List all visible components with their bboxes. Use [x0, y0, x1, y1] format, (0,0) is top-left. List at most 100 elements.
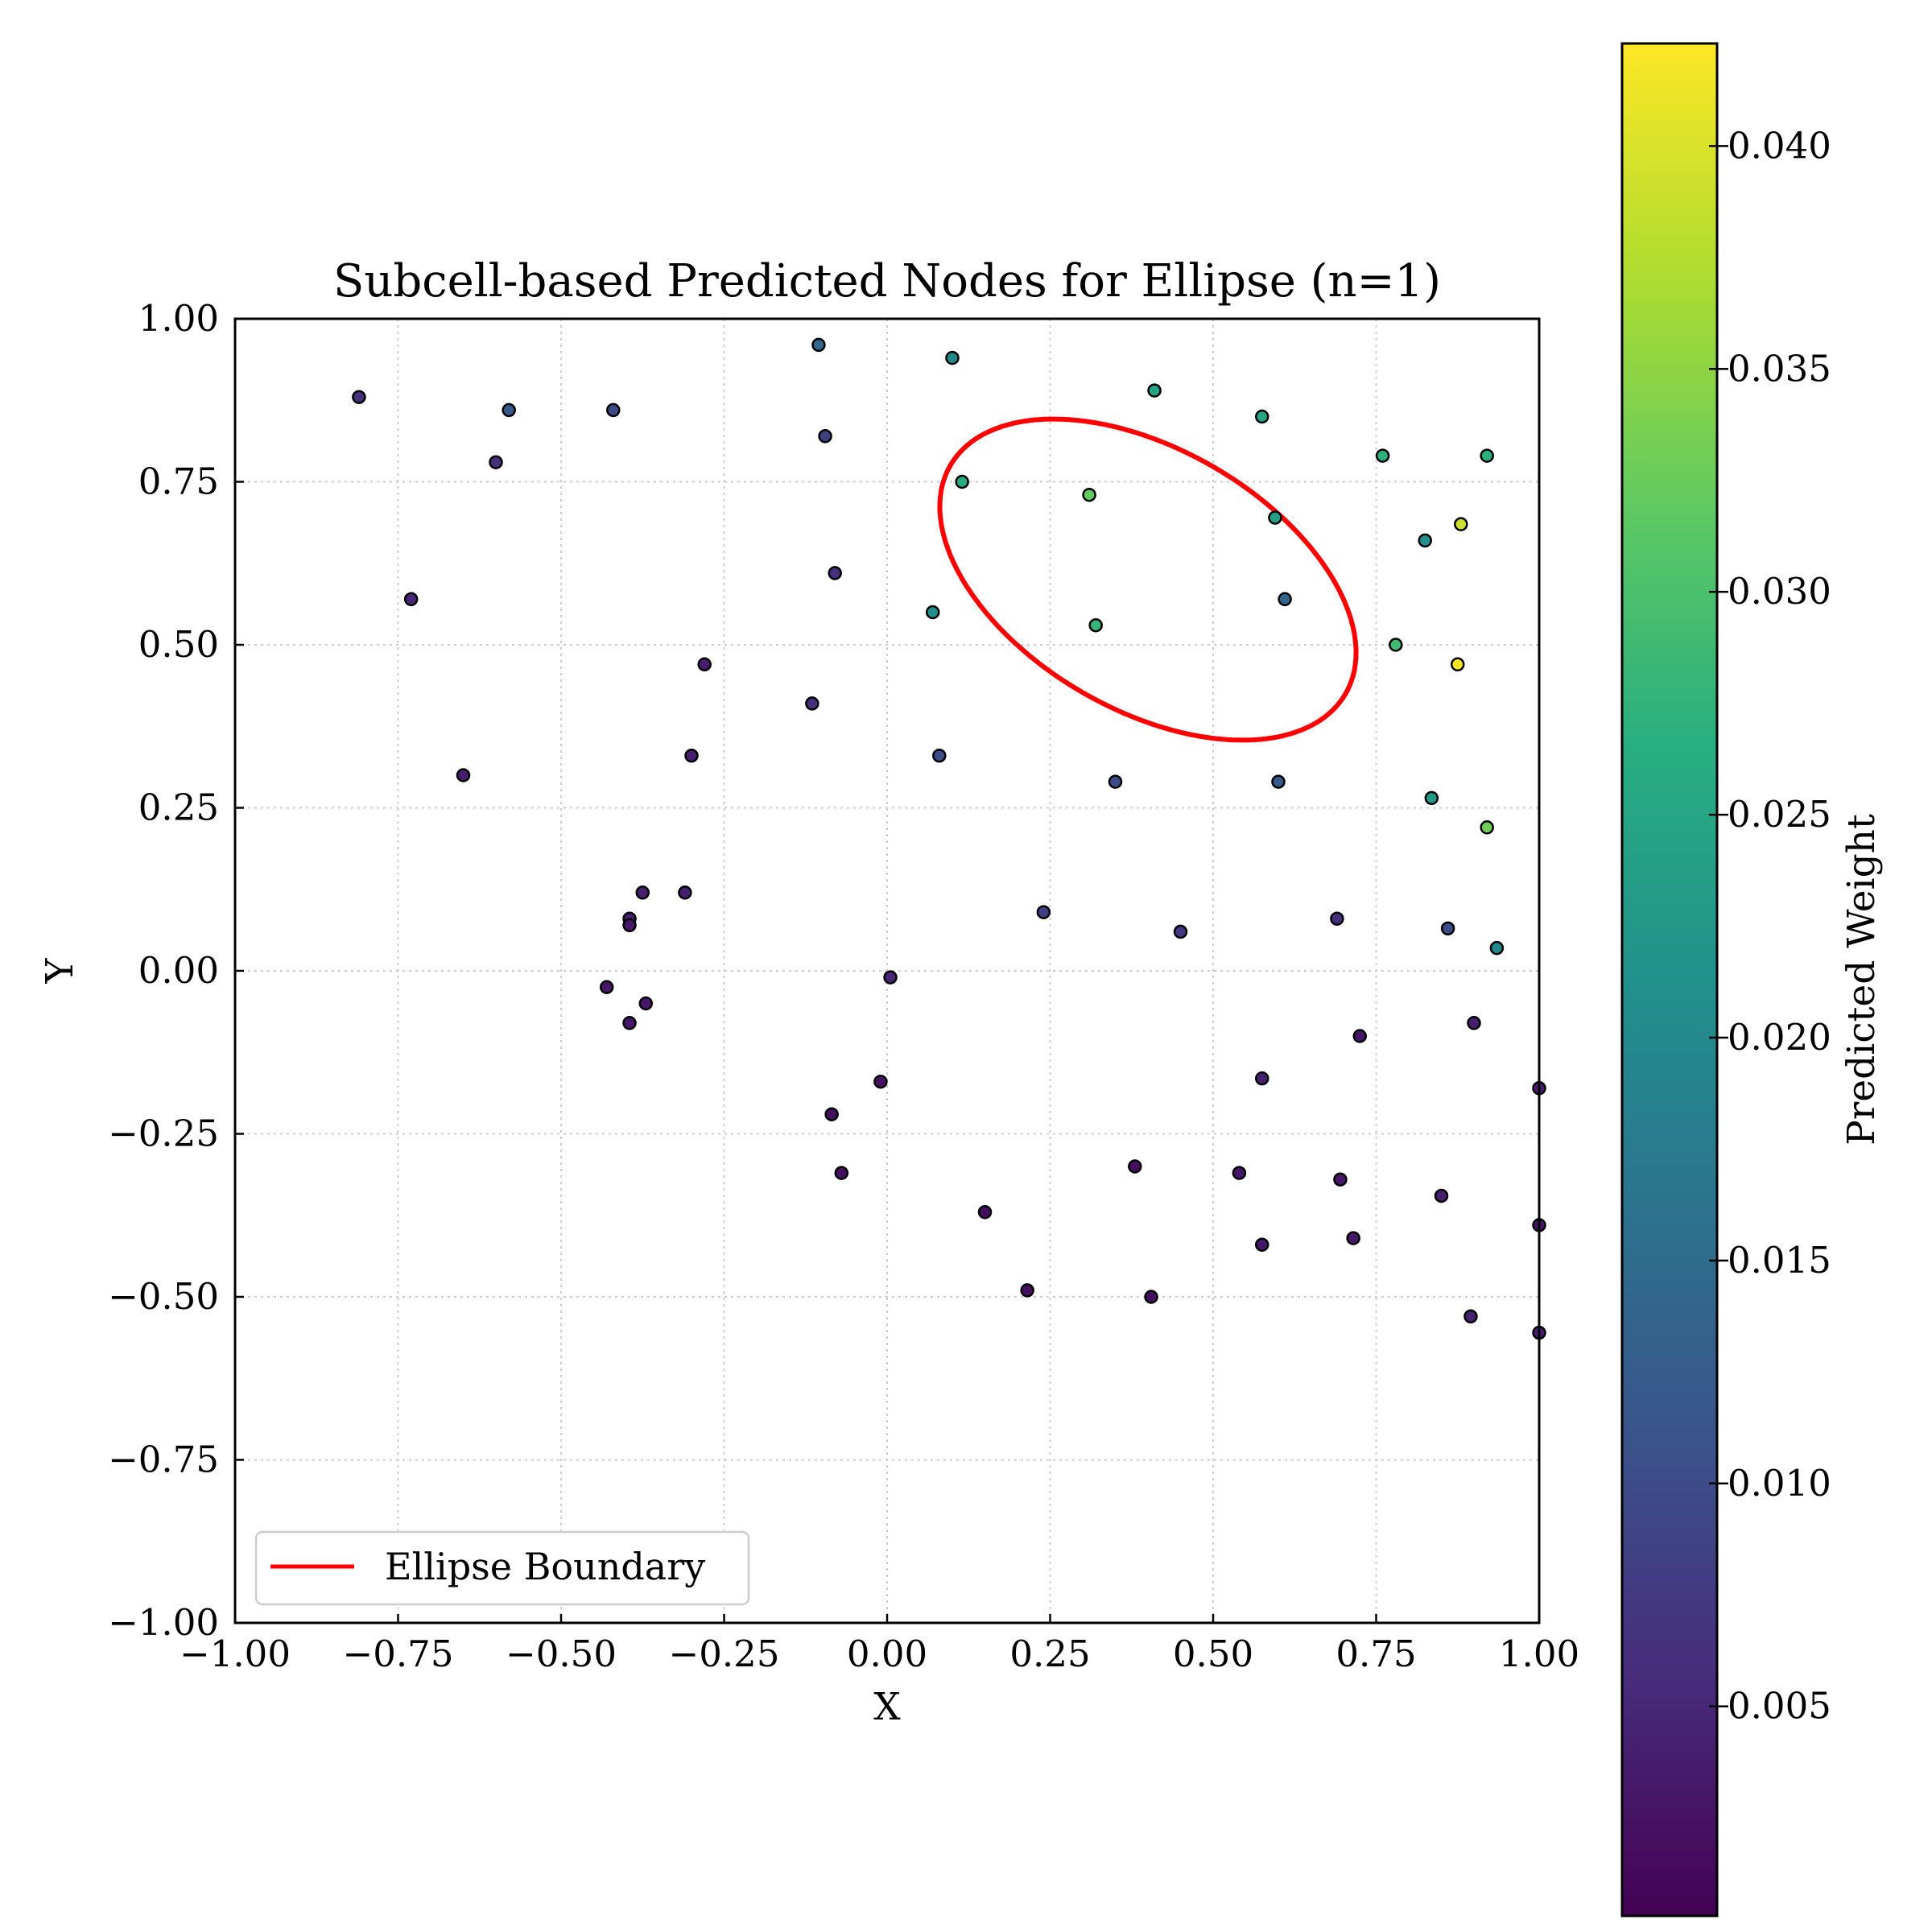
scatter-point	[925, 605, 940, 620]
scatter-point	[1418, 533, 1432, 548]
scatter-point	[678, 886, 692, 900]
scatter-point	[834, 1166, 849, 1180]
scatter-point	[883, 970, 898, 985]
colorbar-ticks: 0.005 0.010 0.015 0.020 0.025 0.030 0.035 0.040	[1709, 124, 1831, 1728]
chart-title: Subcell-based Predicted Nodes for Ellips…	[333, 255, 1441, 308]
scatter-point	[622, 1016, 637, 1030]
scatter-point	[1173, 924, 1188, 939]
colorbar-label: Predicted Weight	[1839, 814, 1884, 1146]
x-tick-label: −0.25	[669, 1633, 780, 1675]
x-tick-label: 1.00	[1499, 1633, 1579, 1675]
scatter-point	[352, 390, 366, 404]
scatter-point	[502, 402, 516, 418]
x-tick-label: 0.50	[1173, 1633, 1253, 1675]
y-tick-label: −1.00	[108, 1601, 219, 1644]
y-tick-label: 0.50	[138, 623, 219, 666]
scatter-point	[1434, 1188, 1449, 1203]
colorbar-gradient	[1620, 42, 1719, 1918]
scatter-point	[1440, 921, 1455, 936]
scatter-point	[1454, 517, 1468, 531]
x-tick-label: 0.25	[1009, 1633, 1090, 1675]
scatter-point	[805, 696, 819, 711]
scatter-point	[635, 886, 650, 900]
data-points	[352, 337, 1546, 1340]
scatter-point	[1255, 1237, 1269, 1252]
scatter-point	[622, 918, 637, 933]
scatter-point	[1088, 617, 1103, 633]
scatter-point	[873, 1074, 888, 1089]
scatter-point	[1352, 1029, 1367, 1043]
x-tick-label: −1.00	[180, 1633, 291, 1675]
scatter-point	[456, 768, 471, 782]
scatter-point	[1346, 1231, 1360, 1245]
scatter-point	[828, 566, 842, 580]
legend: Ellipse Boundary	[254, 1530, 750, 1606]
scatter-point	[1489, 940, 1505, 956]
scatter-point	[1036, 905, 1051, 919]
x-tick-label: 0.00	[847, 1633, 927, 1675]
y-tick-label: −0.75	[108, 1439, 219, 1481]
colorbar-tick-label: 0.010	[1728, 1462, 1831, 1505]
colorbar-tick-label: 0.025	[1728, 793, 1831, 836]
y-tick-label: −0.50	[108, 1275, 219, 1318]
scatter-point	[1128, 1159, 1142, 1174]
scatter-point	[1389, 638, 1403, 652]
scatter-point	[1255, 409, 1269, 424]
scatter-point	[1467, 1016, 1481, 1030]
scatter-point	[977, 1204, 993, 1220]
x-tick-label: 0.75	[1335, 1633, 1416, 1675]
scatter-point	[1144, 1290, 1158, 1304]
scatter-point	[818, 429, 832, 444]
y-axis-label: Y	[38, 958, 82, 985]
scatter-point	[1147, 383, 1162, 398]
ellipse-layer	[937, 416, 1359, 743]
y-axis-ticks: −1.00 −0.75 −0.50 −0.25 0.00 0.25 0.50 0.75 1.00	[108, 297, 244, 1644]
scatter-point	[1333, 1172, 1348, 1187]
scatter-point	[606, 402, 621, 418]
colorbar-tick-label: 0.035	[1728, 347, 1831, 390]
x-tick-label: −0.75	[343, 1633, 454, 1675]
scatter-point	[1330, 911, 1344, 926]
scatter-point	[1255, 1071, 1269, 1086]
colorbar-tick-label: 0.040	[1728, 124, 1831, 167]
y-tick-label: −0.25	[108, 1113, 219, 1155]
scatter-point	[811, 337, 826, 353]
scatter-point	[824, 1107, 839, 1121]
colorbar-tick-label: 0.030	[1728, 570, 1831, 613]
scatter-point	[1375, 448, 1390, 463]
scatter-point	[1082, 487, 1096, 502]
y-tick-label: 1.00	[138, 297, 219, 340]
scatter-point	[403, 592, 419, 607]
x-axis-ticks: −1.00 −0.75 −0.50 −0.25 0.00 0.25 0.50 0.75 1.00	[180, 1614, 1579, 1675]
scatter-point	[1424, 791, 1439, 806]
scatter-point	[489, 455, 503, 469]
scatter-point	[1020, 1283, 1034, 1298]
x-tick-label: −0.50	[506, 1633, 617, 1675]
scatter-point	[638, 996, 654, 1011]
scatter-point	[932, 748, 947, 763]
colorbar-tick-label: 0.015	[1728, 1239, 1831, 1282]
scatter-point	[697, 657, 712, 672]
y-tick-label: 0.75	[138, 460, 219, 503]
colorbar: 0.005 0.010 0.015 0.020 0.025 0.030 0.035 0.040…	[1620, 42, 1884, 1918]
x-axis-label: X	[873, 1685, 901, 1729]
scatter-point	[1463, 1309, 1478, 1324]
colorbar-tick-label: 0.020	[1728, 1016, 1831, 1059]
y-tick-label: 0.00	[138, 949, 219, 992]
scatter-point	[1268, 510, 1282, 525]
colorbar-tick-label: 0.005	[1728, 1685, 1831, 1728]
scatter-point	[945, 350, 960, 365]
scatter-point	[1271, 774, 1286, 789]
scatter-point	[1451, 657, 1465, 672]
scatter-point	[1108, 774, 1123, 789]
scatter-point	[684, 748, 699, 763]
legend-label: Ellipse Boundary	[385, 1545, 705, 1588]
scatter-point	[1278, 592, 1292, 607]
legend-box	[254, 1530, 750, 1606]
scatter-point	[599, 980, 614, 994]
grid-lines	[235, 319, 1539, 1623]
y-tick-label: 0.25	[138, 786, 219, 829]
scatter-point	[1480, 820, 1494, 835]
ellipse-boundary	[937, 416, 1359, 743]
